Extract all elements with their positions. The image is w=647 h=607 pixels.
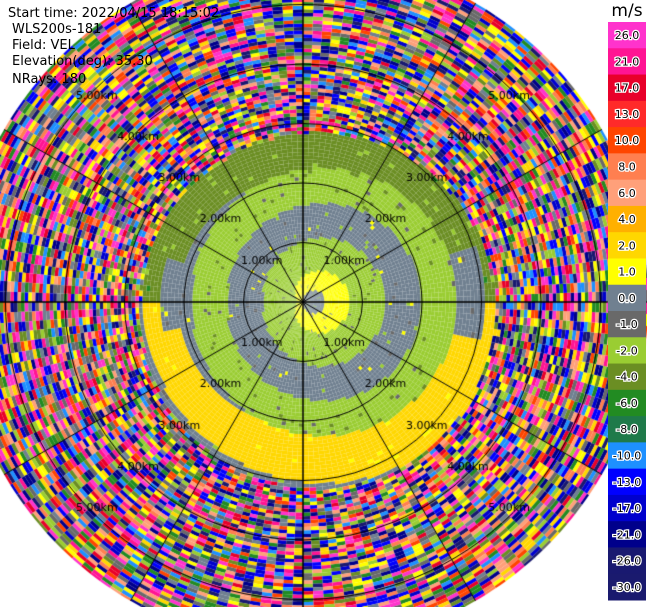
colorbar-cell [608, 205, 646, 233]
colorbar-tick-label: -1.0 [616, 318, 637, 331]
colorbar-tick-label: 8.0 [618, 161, 636, 174]
colorbar-tick-label: -2.0 [616, 344, 637, 357]
colorbar-tick-label: -6.0 [616, 397, 637, 410]
colorbar-tick-label: 0.0 [618, 292, 636, 305]
colorbar-tick-label: -13.0 [613, 476, 641, 489]
colorbar-tick-label: 17.0 [615, 82, 640, 95]
colorbar-cell [608, 127, 646, 154]
elevation-label: Elevation(deg): 35.30 [12, 54, 153, 69]
colorbar-tick-label: 10.0 [615, 134, 640, 147]
colorbar-tick-label: 2.0 [618, 239, 636, 252]
colorbar-tick-label: -4.0 [616, 371, 637, 384]
colorbar-cell [608, 363, 646, 391]
colorbar-tick-label: -8.0 [616, 423, 637, 436]
colorbar-tick-label: -30.0 [613, 581, 641, 594]
colorbar-cell [608, 494, 646, 522]
colorbar-cell [608, 48, 646, 76]
colorbar-cell [608, 232, 646, 259]
colorbar-cell [608, 521, 646, 548]
colorbar-cell [608, 258, 646, 286]
colorbar-cell [608, 337, 646, 365]
colorbar-tick-label: 1.0 [618, 266, 636, 279]
colorbar-cell [608, 547, 646, 575]
colorbar-cell [608, 179, 646, 207]
colorbar-cell [608, 153, 646, 181]
colorbar-cell [608, 416, 646, 443]
colorbar-tick-label: 26.0 [615, 29, 640, 42]
colorbar-cell [608, 573, 646, 601]
colorbar-tick-label: 21.0 [615, 55, 640, 68]
colorbar-cell [608, 442, 646, 470]
colorbar-cell [608, 22, 646, 49]
nrays-label: NRays: 180 [12, 72, 87, 87]
colorbar-tick-label: -26.0 [613, 555, 641, 568]
colorbar-tick-label: -21.0 [613, 528, 641, 541]
start-time-label: Start time: 2022/04/15 18:15:02 [8, 6, 220, 21]
colorbar-cell [608, 74, 646, 102]
colorbar-cell [608, 389, 646, 417]
colorbar-cell [608, 311, 646, 338]
field-label: Field: VEL [12, 38, 75, 53]
colorbar-cell [608, 100, 646, 128]
colorbar-cell [608, 284, 646, 312]
colorbar-tick-label: -17.0 [613, 502, 641, 515]
instrument-label: WLS200s-181 [12, 22, 102, 37]
colorbar-tick-label: -10.0 [613, 450, 641, 463]
colorbar-cell [608, 468, 646, 496]
colorbar-unit-label: m/s [611, 1, 642, 21]
colorbar-tick-label: 4.0 [618, 213, 636, 226]
colorbar-tick-label: 13.0 [615, 108, 640, 121]
colorbar-tick-label: 6.0 [618, 187, 636, 200]
